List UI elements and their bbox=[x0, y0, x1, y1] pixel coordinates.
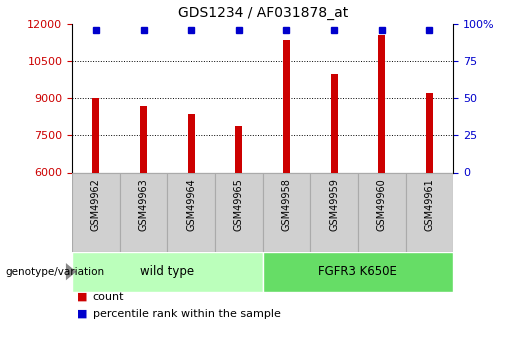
Text: GSM49961: GSM49961 bbox=[424, 178, 434, 231]
Bar bbox=[263, 172, 310, 252]
Text: wild type: wild type bbox=[140, 265, 195, 278]
Text: GSM49965: GSM49965 bbox=[234, 178, 244, 231]
Bar bbox=[378, 35, 385, 172]
Text: ■: ■ bbox=[77, 309, 88, 319]
Text: percentile rank within the sample: percentile rank within the sample bbox=[93, 309, 281, 319]
Bar bbox=[140, 106, 147, 172]
Text: GSM49964: GSM49964 bbox=[186, 178, 196, 231]
Bar bbox=[235, 126, 243, 172]
Text: GSM49959: GSM49959 bbox=[329, 178, 339, 231]
Polygon shape bbox=[66, 263, 76, 280]
Bar bbox=[167, 172, 215, 252]
Text: genotype/variation: genotype/variation bbox=[5, 267, 104, 277]
Title: GDS1234 / AF031878_at: GDS1234 / AF031878_at bbox=[178, 6, 348, 20]
Text: count: count bbox=[93, 292, 124, 302]
Bar bbox=[187, 115, 195, 172]
Bar bbox=[215, 172, 263, 252]
Bar bbox=[358, 172, 405, 252]
Bar bbox=[405, 172, 453, 252]
Bar bbox=[92, 98, 99, 172]
Bar bbox=[263, 252, 453, 292]
Bar bbox=[72, 252, 263, 292]
Text: GSM49960: GSM49960 bbox=[377, 178, 387, 231]
Bar bbox=[331, 73, 338, 172]
Text: FGFR3 K650E: FGFR3 K650E bbox=[318, 265, 398, 278]
Text: GSM49963: GSM49963 bbox=[139, 178, 148, 231]
Text: GSM49958: GSM49958 bbox=[282, 178, 291, 231]
Bar bbox=[283, 40, 290, 172]
Bar bbox=[72, 172, 119, 252]
Text: ■: ■ bbox=[77, 292, 88, 302]
Bar bbox=[310, 172, 358, 252]
Text: GSM49962: GSM49962 bbox=[91, 178, 101, 231]
Bar bbox=[119, 172, 167, 252]
Bar bbox=[426, 93, 433, 172]
